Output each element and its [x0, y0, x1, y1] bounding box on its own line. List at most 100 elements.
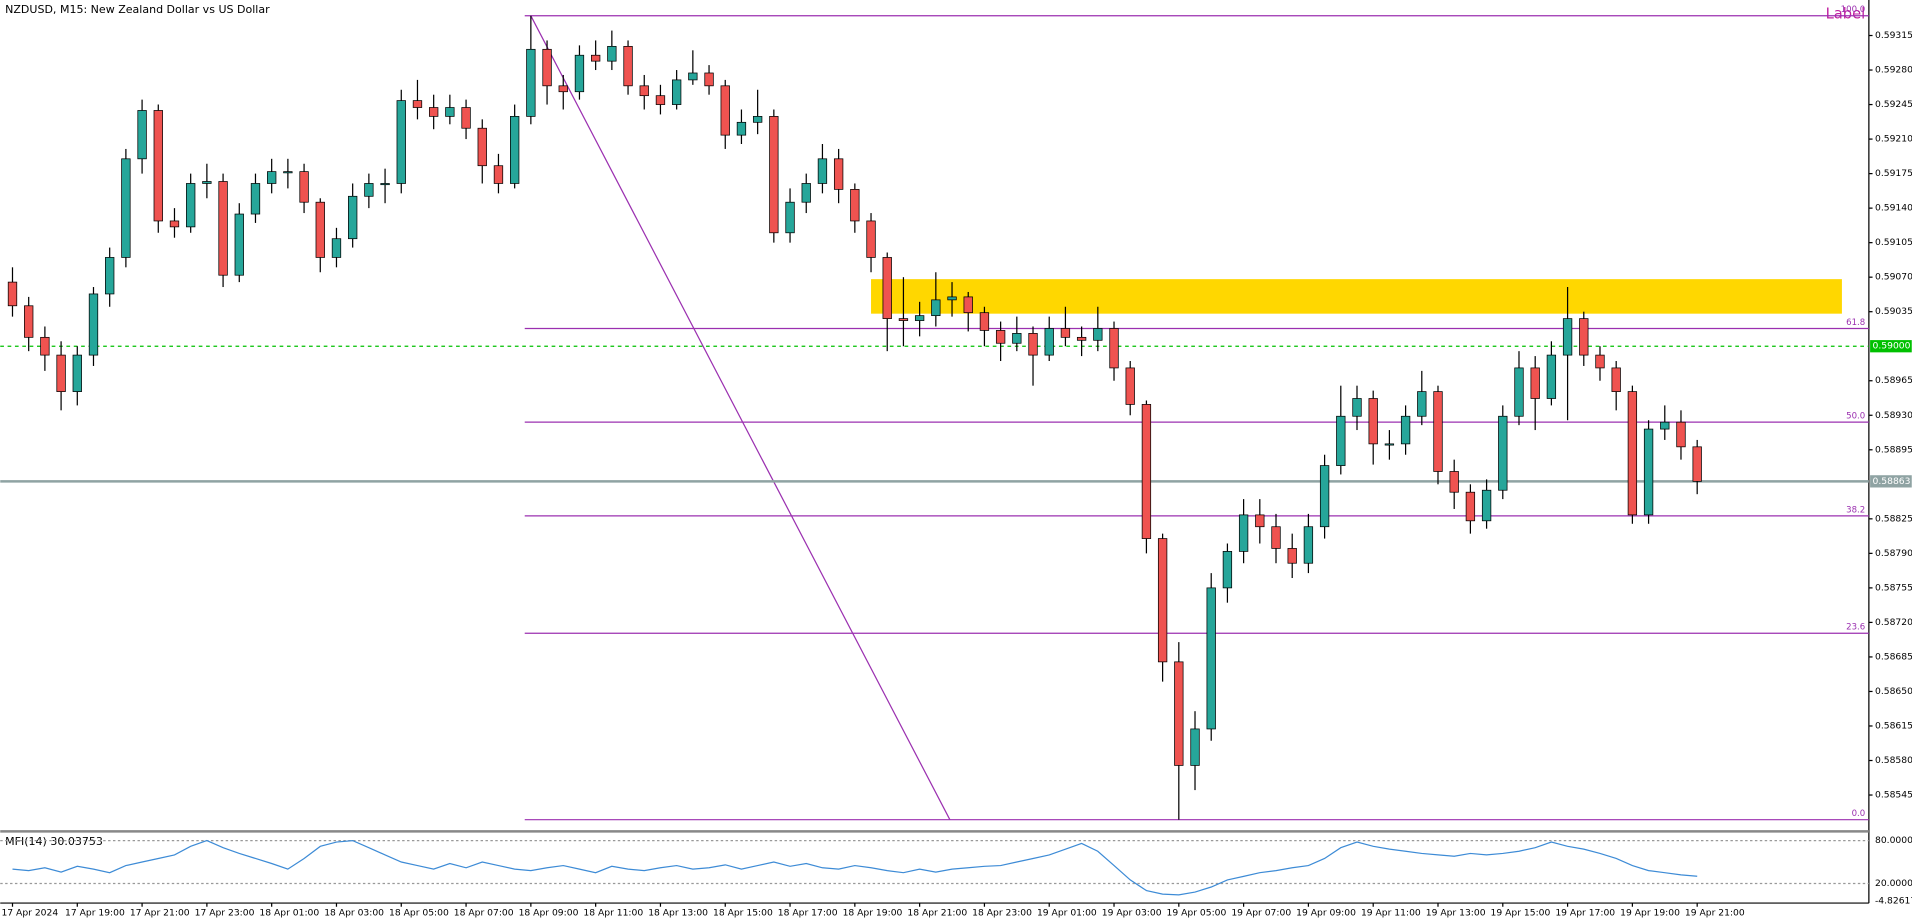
candle-body	[590, 54, 601, 62]
x-tick-label: 19 Apr 03:00	[1102, 907, 1162, 918]
y-tick-label: 0.59070	[1875, 272, 1912, 283]
candle-body	[250, 183, 261, 215]
candle-body	[1400, 415, 1411, 445]
candle-body	[445, 107, 455, 117]
y-tick-label: 0.58790	[1875, 548, 1912, 559]
fib-label: 38.2	[1846, 505, 1865, 515]
y-tick-label: 0.58650	[1875, 686, 1912, 697]
candle-body	[348, 195, 358, 240]
fib-label: 23.6	[1846, 623, 1865, 633]
y-tick-label: 80.00000	[1875, 835, 1912, 846]
candle-body	[105, 257, 115, 295]
x-tick-label: 18 Apr 23:00	[972, 907, 1032, 918]
y-tick-label: 0.59105	[1875, 237, 1912, 248]
candle-body	[234, 213, 244, 276]
candle-body	[1643, 428, 1654, 516]
y-tick-label: 0.58720	[1875, 617, 1912, 628]
x-tick-label: 18 Apr 07:00	[454, 907, 514, 918]
candle-body	[1028, 333, 1038, 356]
x-tick-label: 19 Apr 15:00	[1491, 907, 1551, 918]
candle-body	[1481, 489, 1492, 522]
y-tick-label: 0.59035	[1875, 306, 1912, 317]
candle-body	[218, 181, 228, 276]
candle-body	[931, 299, 941, 317]
y-tick-label: 0.58755	[1875, 582, 1912, 593]
y-tick-label: 0.58895	[1875, 444, 1912, 455]
candle-body	[1287, 548, 1297, 564]
candle-body	[1044, 328, 1054, 356]
y-tick-label: 0.59175	[1875, 168, 1912, 179]
x-tick-label: 18 Apr 19:00	[843, 907, 903, 918]
supply-zone	[871, 279, 1842, 314]
x-tick-label: 18 Apr 03:00	[324, 907, 384, 918]
x-tick-label: 19 Apr 09:00	[1296, 907, 1356, 918]
candle-body	[704, 72, 714, 87]
y-tick-label: 0.58965	[1875, 375, 1912, 386]
candle-body	[1157, 538, 1168, 663]
x-tick-label: 17 Apr 19:00	[65, 907, 125, 918]
x-tick-label: 18 Apr 21:00	[907, 907, 967, 918]
candle-body	[769, 116, 779, 234]
y-tick-label: 0.59280	[1875, 65, 1912, 76]
candle-body	[1141, 404, 1152, 539]
candle-body	[88, 293, 99, 356]
candle-body	[1660, 421, 1670, 430]
candle-body	[24, 305, 34, 338]
candle-body	[299, 171, 309, 203]
candle-body	[542, 48, 552, 87]
x-tick-label: 18 Apr 05:00	[389, 907, 449, 918]
fib-label: 100.0	[1841, 5, 1866, 15]
y-tick-label: -4.82617	[1875, 896, 1912, 907]
candle-body	[526, 48, 536, 117]
fib-trendline	[530, 15, 951, 820]
candle-body	[720, 85, 730, 136]
x-tick-label: 18 Apr 17:00	[778, 907, 838, 918]
price-tag	[1870, 475, 1912, 488]
x-tick-label: 18 Apr 09:00	[519, 907, 579, 918]
x-tick-label: 17 Apr 23:00	[195, 907, 255, 918]
candle-body	[1271, 526, 1281, 549]
candle-body	[671, 79, 682, 105]
fib-label: 0.0	[1852, 809, 1866, 819]
x-tick-label: 19 Apr 17:00	[1555, 907, 1615, 918]
y-tick-label: 0.59245	[1875, 99, 1912, 110]
x-tick-label: 19 Apr 05:00	[1167, 907, 1227, 918]
x-tick-label: 19 Apr 21:00	[1685, 907, 1745, 918]
indicator-line	[12, 839, 1698, 896]
candle-body	[801, 183, 811, 203]
candle-body	[493, 165, 504, 184]
candle-body	[607, 45, 617, 62]
candle-body	[202, 181, 212, 184]
candle-body	[1222, 551, 1233, 589]
candle-body	[688, 72, 698, 81]
candle-body	[186, 183, 196, 228]
candle-body	[914, 315, 925, 321]
candle-body	[1125, 367, 1135, 405]
candle-body	[1076, 336, 1087, 341]
price-tag	[1870, 340, 1912, 353]
candle-body	[898, 318, 909, 321]
candle-body	[267, 171, 277, 184]
candle-body	[1514, 367, 1524, 417]
candle-body	[1060, 328, 1071, 338]
candle-body	[137, 110, 147, 160]
candle-body	[639, 85, 649, 97]
candle-body	[364, 183, 374, 197]
candle-body	[979, 312, 990, 331]
candle-body	[995, 330, 1006, 344]
x-tick-label: 19 Apr 19:00	[1620, 907, 1680, 918]
candle-body	[1579, 318, 1589, 356]
candle-body	[1676, 421, 1686, 448]
candle-body	[283, 171, 293, 174]
candle-body	[1562, 318, 1573, 356]
candle-body	[963, 296, 973, 314]
x-tick-label: 19 Apr 07:00	[1231, 907, 1291, 918]
x-tick-label: 18 Apr 15:00	[713, 907, 773, 918]
y-tick-label: 0.58615	[1875, 720, 1912, 731]
fib-label: 61.8	[1846, 318, 1865, 328]
candle-body	[1465, 491, 1476, 522]
candle-body	[1012, 333, 1022, 344]
